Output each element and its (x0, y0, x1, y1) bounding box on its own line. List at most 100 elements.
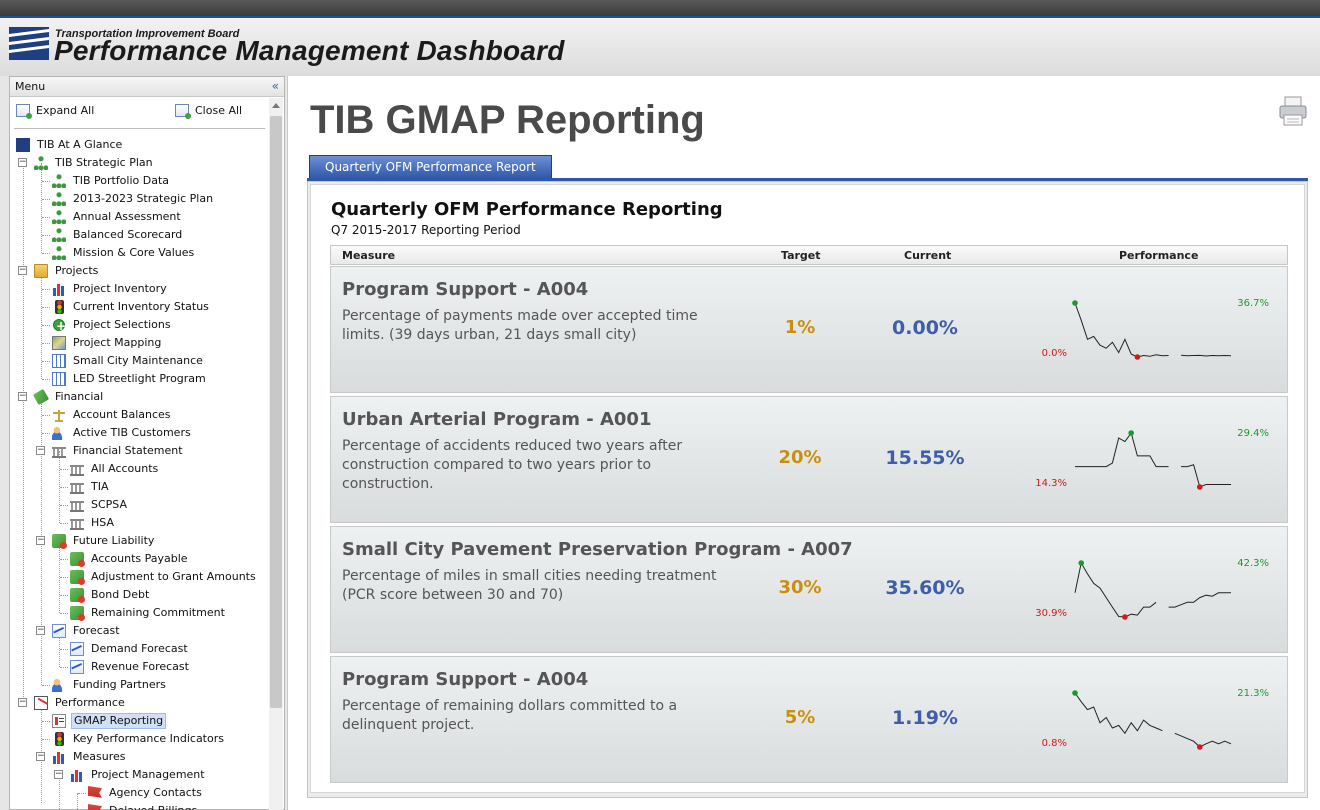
scroll-thumb[interactable] (270, 116, 282, 708)
collapse-sidebar-icon[interactable]: « (271, 79, 279, 93)
print-icon[interactable] (1278, 95, 1308, 127)
tree-item-label[interactable]: SCPSA (91, 498, 128, 511)
tree-item-project-inventory[interactable]: Project Inventory (10, 280, 268, 298)
tree-item-tib-at-a-glance[interactable]: TIB At A Glance (10, 136, 268, 154)
tree-item-label[interactable]: LED Streetlight Program (73, 372, 206, 385)
bank-icon (70, 516, 84, 530)
tree-item-label[interactable]: Project Management (91, 768, 205, 781)
tree-item-active-customers[interactable]: Active TIB Customers (10, 424, 268, 442)
tree-item-bond-debt[interactable]: Bond Debt (10, 586, 268, 604)
report-panel: Quarterly OFM Performance Reporting Q7 2… (310, 184, 1305, 793)
tree-item-label[interactable]: TIB Portfolio Data (73, 174, 170, 187)
sparkline-high-point (1072, 300, 1078, 306)
tree-item-annual-assessment[interactable]: Annual Assessment (10, 208, 268, 226)
tree-item-balanced-scorecard[interactable]: Balanced Scorecard (10, 226, 268, 244)
tree-item-label[interactable]: Bond Debt (91, 588, 150, 601)
tree-item-small-city-maintenance[interactable]: Small City Maintenance (10, 352, 268, 370)
expand-all-button[interactable]: Expand All (16, 104, 94, 119)
tree-item-label[interactable]: Projects (55, 264, 99, 277)
tree-item-label[interactable]: Revenue Forecast (91, 660, 189, 673)
tree-item-led-streetlight[interactable]: LED Streetlight Program (10, 370, 268, 388)
tree-item-strategic-plan-2013[interactable]: 2013-2023 Strategic Plan (10, 190, 268, 208)
tree-item-hsa[interactable]: HSA (10, 514, 268, 532)
tree-item-demand-forecast[interactable]: Demand Forecast (10, 640, 268, 658)
tree-item-label[interactable]: Financial Statement (73, 444, 183, 457)
tree-item-label[interactable]: Account Balances (73, 408, 171, 421)
tree-item-mission-core-values[interactable]: Mission & Core Values (10, 244, 268, 262)
tree-item-label[interactable]: Adjustment to Grant Amounts (91, 570, 256, 583)
tree-item-label[interactable]: Delayed Billings (107, 802, 199, 810)
tree-item-funding-partners[interactable]: Funding Partners (10, 676, 268, 694)
tree-item-tib-strategic-plan[interactable]: − TIB Strategic Plan (10, 154, 268, 172)
measure-target: 1% (784, 317, 816, 338)
collapse-toggle-icon[interactable]: − (18, 265, 27, 275)
tree-item-label[interactable]: Forecast (73, 624, 120, 637)
tree-item-label[interactable]: Project Mapping (73, 336, 162, 349)
tree-item-financial-statement[interactable]: − Financial Statement (10, 442, 268, 460)
tree-item-label[interactable]: Current Inventory Status (73, 300, 209, 313)
scroll-up-icon[interactable] (272, 103, 280, 108)
collapse-toggle-icon[interactable]: − (36, 535, 45, 545)
tree-item-label[interactable]: Key Performance Indicators (73, 732, 224, 745)
tree-item-label[interactable]: Funding Partners (73, 678, 166, 691)
tree-item-label[interactable]: Performance (55, 696, 125, 709)
tree-item-performance[interactable]: − Performance (10, 694, 268, 712)
tree-item-agency-contacts[interactable]: Agency Contacts (10, 784, 268, 802)
tree-item-label[interactable]: TIB At A Glance (37, 138, 123, 151)
tree-item-label[interactable]: Remaining Commitment (91, 606, 225, 619)
traffic-light-icon (55, 300, 64, 314)
tree-item-remaining-commitment[interactable]: Remaining Commitment (10, 604, 268, 622)
tree-item-projects[interactable]: − Projects (10, 262, 268, 280)
tree-item-label[interactable]: Annual Assessment (73, 210, 181, 223)
close-all-button[interactable]: Close All (175, 104, 242, 119)
tree-item-project-mapping[interactable]: Project Mapping (10, 334, 268, 352)
tree-item-label[interactable]: TIB Strategic Plan (55, 156, 153, 169)
tree-item-revenue-forecast[interactable]: Revenue Forecast (10, 658, 268, 676)
tree-item-accounts-payable[interactable]: Accounts Payable (10, 550, 268, 568)
tree-item-scpsa[interactable]: SCPSA (10, 496, 268, 514)
tree-item-future-liability[interactable]: − Future Liability (10, 532, 268, 550)
tree-item-kpi[interactable]: Key Performance Indicators (10, 730, 268, 748)
tree-item-gmap-reporting[interactable]: GMAP Reporting (10, 712, 268, 730)
tree-item-current-inventory-status[interactable]: Current Inventory Status (10, 298, 268, 316)
collapse-toggle-icon[interactable]: − (18, 157, 27, 167)
liability-icon (70, 570, 85, 585)
sidebar-scrollbar[interactable] (269, 98, 283, 810)
tree-item-label[interactable]: HSA (91, 516, 114, 529)
tree-item-label-selected[interactable]: GMAP Reporting (71, 713, 167, 729)
tree-item-label[interactable]: All Accounts (91, 462, 159, 475)
tree-item-label[interactable]: Measures (73, 750, 126, 763)
collapse-toggle-icon[interactable]: − (36, 625, 45, 635)
tree-item-label[interactable]: Active TIB Customers (73, 426, 191, 439)
collapse-toggle-icon[interactable]: − (18, 391, 27, 401)
tree-item-measures[interactable]: − Measures (10, 748, 268, 766)
tree-item-all-accounts[interactable]: All Accounts (10, 460, 268, 478)
tree-item-label[interactable]: Mission & Core Values (73, 246, 195, 259)
tree-item-project-selections[interactable]: Project Selections (10, 316, 268, 335)
collapse-toggle-icon[interactable]: − (36, 445, 45, 455)
tree-item-label[interactable]: Future Liability (73, 534, 155, 547)
tree-item-label[interactable]: TIA (91, 480, 109, 493)
tree-item-label[interactable]: Financial (55, 390, 104, 403)
tree-item-label[interactable]: Small City Maintenance (73, 354, 203, 367)
tree-item-grant-adjustment[interactable]: Adjustment to Grant Amounts (10, 568, 268, 586)
tree-item-forecast[interactable]: − Forecast (10, 622, 268, 640)
collapse-toggle-icon[interactable]: − (18, 697, 27, 707)
tree-item-label[interactable]: Agency Contacts (109, 786, 202, 799)
tree-item-tia[interactable]: TIA (10, 478, 268, 496)
tree-item-label[interactable]: Balanced Scorecard (73, 228, 183, 241)
tree-item-label[interactable]: Project Selections (73, 318, 171, 331)
tree-item-tib-portfolio-data[interactable]: TIB Portfolio Data (10, 172, 268, 190)
tab-quarterly-ofm-report[interactable]: Quarterly OFM Performance Report (309, 155, 552, 178)
tree-item-label[interactable]: Project Inventory (73, 282, 167, 295)
tree-item-label[interactable]: Demand Forecast (91, 642, 188, 655)
collapse-toggle-icon[interactable]: − (36, 751, 45, 761)
tree-item-delayed-billings[interactable]: Delayed Billings (10, 802, 268, 810)
tree-item-label[interactable]: Accounts Payable (91, 552, 188, 565)
tree-item-project-management[interactable]: − Project Management (10, 766, 268, 784)
tree-item-label[interactable]: 2013-2023 Strategic Plan (73, 192, 214, 205)
tree-guide (59, 541, 60, 613)
collapse-toggle-icon[interactable]: − (54, 769, 63, 779)
tree-item-account-balances[interactable]: Account Balances (10, 406, 268, 424)
tree-item-financial[interactable]: − Financial (10, 388, 268, 406)
